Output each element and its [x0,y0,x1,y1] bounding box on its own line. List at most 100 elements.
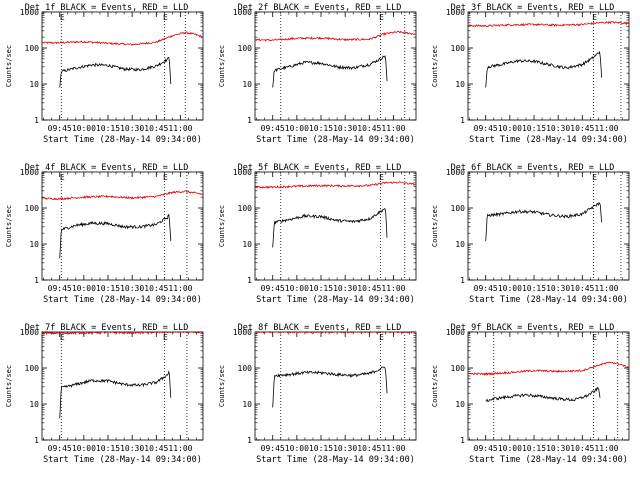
x-tick-label: 10:30 [333,124,357,133]
x-tick-label: 10:00 [498,444,522,453]
x-tick-label: 10:30 [120,284,144,293]
x-tick-label: 10:15 [96,284,120,293]
x-tick-label: 09:45 [474,124,498,133]
y-axis-label: Counts/sec [5,365,13,407]
chart-panel-6: Det 6f BLACK = Events, RED = LLD 1 10 100 10… [431,163,630,305]
x-tick-label: 11:00 [381,124,405,133]
x-tick-label: 10:00 [72,124,96,133]
chart-title: Det 9f BLACK = Events, RED = LLD [451,323,615,333]
y-tick-label: 1 [247,116,252,125]
event-marker-label: E [379,333,384,342]
chart-panel-4: Det 4f BLACK = Events, RED = LLD 1 10 100 10… [5,163,204,305]
y-tick-label: 1000 [446,168,465,177]
chart-panel-1: Det 1f BLACK = Events, RED = LLD 1 10 100 10… [5,3,204,145]
y-tick-label: 1000 [233,8,252,17]
x-tick-label: 10:30 [546,284,570,293]
event-marker-label: E [60,333,65,342]
y-tick-label: 10 [242,240,252,249]
chart-title: Det 2f BLACK = Events, RED = LLD [238,3,402,13]
x-tick-label: 10:00 [72,444,96,453]
event-marker-label: E [379,173,384,182]
x-tick-label: 10:30 [120,124,144,133]
x-tick-label: 10:30 [546,444,570,453]
lld-series-line [468,20,629,28]
event-marker-label: E [592,13,597,22]
lld-series-line [42,332,203,336]
y-axis-label: Counts/sec [218,365,226,407]
y-axis-label: Counts/sec [431,205,439,247]
event-marker-label: E [163,333,168,342]
events-series-line [59,370,172,419]
chart-panel-8: Det 8f BLACK = Events, RED = LLD 1 10 100 10… [218,323,417,465]
lld-series-line [468,361,629,376]
y-tick-label: 1 [460,116,465,125]
x-tick-label: 10:30 [120,444,144,453]
x-tick-label: 10:30 [546,124,570,133]
y-tick-label: 100 [451,204,466,213]
x-tick-label: 10:45 [144,444,168,453]
chart-panel-7: Det 7f BLACK = Events, RED = LLD 1 10 100 10… [5,323,204,465]
x-tick-label: 11:00 [594,444,618,453]
x-tick-label: 09:45 [474,284,498,293]
x-tick-label: 11:00 [594,124,618,133]
x-tick-label: 10:45 [570,284,594,293]
y-tick-label: 1000 [446,328,465,337]
plot-frame [41,331,204,441]
x-tick-label: 10:00 [498,284,522,293]
y-tick-label: 1000 [20,8,39,17]
plot-frame [467,11,630,121]
chart-panel-3: Det 3f BLACK = Events, RED = LLD 1 10 100 10… [431,3,630,145]
x-tick-label: 10:15 [309,284,333,293]
x-tick-label: 09:45 [48,124,72,133]
y-tick-label: 10 [242,400,252,409]
event-marker-label: E [592,333,597,342]
y-tick-label: 1 [460,276,465,285]
plot-frame [467,171,630,281]
event-marker-label: E [60,13,65,22]
chart-title: Det 8f BLACK = Events, RED = LLD [238,323,402,333]
x-tick-label: 10:45 [357,284,381,293]
x-tick-label: 10:00 [498,124,522,133]
x-tick-label: 10:15 [522,444,546,453]
y-tick-label: 1000 [20,328,39,337]
chart-title: Det 4f BLACK = Events, RED = LLD [25,163,189,173]
events-series-line [59,56,172,88]
y-tick-label: 100 [238,204,253,213]
x-tick-label: 11:00 [168,284,192,293]
x-tick-label: 09:45 [48,444,72,453]
y-tick-label: 1 [34,276,39,285]
plot-frame [254,171,417,281]
x-tick-label: 09:45 [48,284,72,293]
x-tick-label: 10:45 [570,124,594,133]
y-axis-label: Counts/sec [431,45,439,87]
events-series-line [485,50,602,88]
y-tick-label: 1 [34,436,39,445]
x-tick-label: 09:45 [261,284,285,293]
x-tick-label: 11:00 [168,444,192,453]
y-tick-label: 10 [29,80,39,89]
x-axis-label: Start Time (28-May-14 09:34:00) [469,455,628,465]
event-marker-label: E [163,13,168,22]
plot-frame [41,171,204,281]
x-tick-label: 10:45 [144,124,168,133]
event-marker-label: E [163,173,168,182]
events-series-line [272,54,388,88]
x-tick-label: 10:45 [570,444,594,453]
y-tick-label: 1000 [233,328,252,337]
x-tick-label: 10:00 [285,444,309,453]
x-tick-label: 10:45 [144,284,168,293]
y-tick-label: 100 [238,364,253,373]
x-axis-label: Start Time (28-May-14 09:34:00) [43,455,202,465]
lld-series-line [42,31,203,46]
plot-frame [41,11,204,121]
y-axis-label: Counts/sec [5,45,13,87]
plot-frame [254,331,417,441]
x-axis-label: Start Time (28-May-14 09:34:00) [256,455,415,465]
y-axis-label: Counts/sec [431,365,439,407]
lld-series-line [255,181,416,189]
chart-panel-9: Det 9f BLACK = Events, RED = LLD 1 10 100 10… [431,323,630,465]
y-tick-label: 100 [25,204,40,213]
x-axis-label: Start Time (28-May-14 09:34:00) [256,135,415,145]
y-tick-label: 1 [460,436,465,445]
